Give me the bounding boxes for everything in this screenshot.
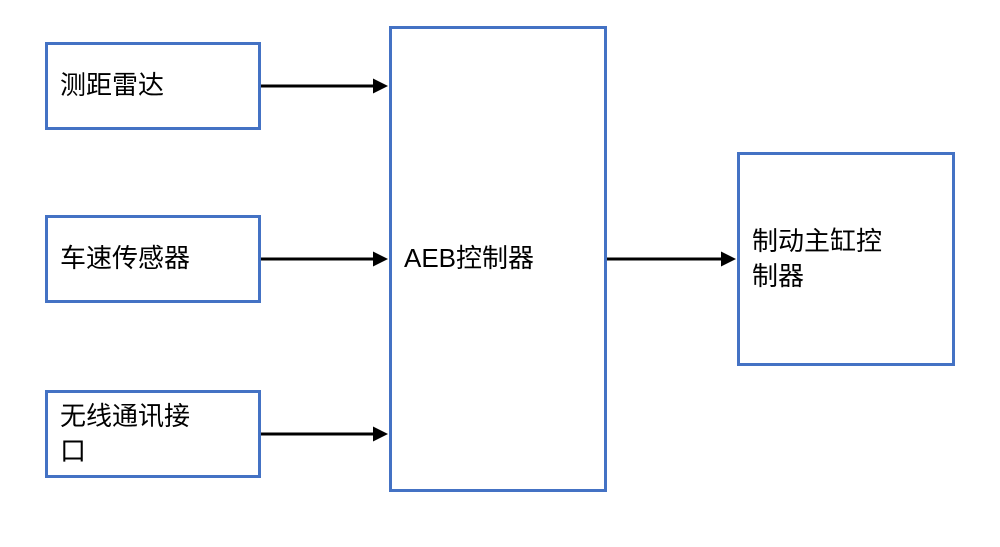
node-speed-sensor-label: 车速传感器 — [60, 241, 190, 276]
node-wireless-interface: 无线通讯接口 — [45, 390, 261, 478]
node-brake-controller-label: 制动主缸控制器 — [752, 224, 882, 294]
node-speed-sensor: 车速传感器 — [45, 215, 261, 303]
node-brake-controller: 制动主缸控制器 — [737, 152, 955, 366]
node-aeb-controller: AEB控制器 — [389, 26, 607, 492]
node-radar: 测距雷达 — [45, 42, 261, 130]
node-radar-label: 测距雷达 — [60, 68, 164, 103]
node-aeb-controller-label: AEB控制器 — [404, 241, 534, 276]
node-wireless-interface-label: 无线通讯接口 — [60, 399, 190, 469]
